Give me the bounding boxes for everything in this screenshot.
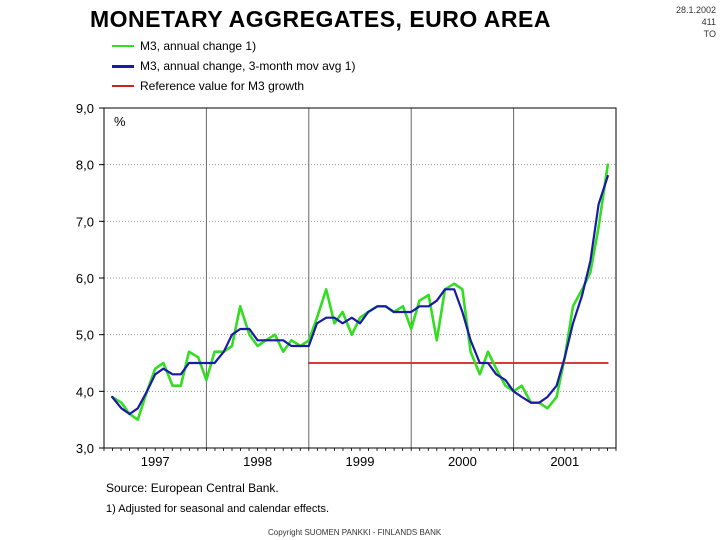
y-tick-label: 9,0 (76, 101, 94, 116)
corner-number: 411 (701, 17, 716, 27)
corner-code: TO (703, 29, 716, 39)
y-tick-label: 8,0 (76, 158, 94, 173)
copyright: Copyright SUOMEN PANKKI - FINLANDS BANK (268, 528, 442, 537)
corner-date: 28.1.2002 (675, 5, 716, 15)
x-tick-label: 2001 (550, 454, 579, 469)
legend-item-m3-mov-avg: M3, annual change, 3-month mov avg 1) (112, 56, 355, 76)
legend-label-m3-mov-avg: M3, annual change, 3-month mov avg 1) (140, 59, 356, 73)
y-tick-label: 7,0 (76, 214, 94, 229)
y-tick-label: 6,0 (76, 271, 94, 286)
plot-frame (103, 107, 617, 449)
footnote: 1) Adjusted for seasonal and calendar ef… (106, 503, 329, 515)
series-line-m3-mov-avg (111, 174, 609, 416)
chart-title: MONETARY AGGREGATES, EURO AREA (90, 6, 551, 32)
series-line-m3 (110, 163, 610, 422)
x-tick-label: 1998 (243, 454, 272, 469)
y-axis-label: % (114, 114, 126, 129)
corner-stamp: 28.1.2002 411 TO (656, 4, 716, 40)
y-tick-label: 3,0 (76, 441, 94, 456)
x-tick-label: 2000 (448, 454, 477, 469)
legend-item-m3: M3, annual change 1) (112, 36, 355, 56)
y-tick-label: 4,0 (76, 384, 94, 399)
source-note: Source: European Central Bank. (106, 481, 279, 495)
x-tick-label: 1999 (346, 454, 375, 469)
legend-swatch-m3 (112, 45, 134, 47)
legend-swatch-reference (112, 85, 134, 87)
legend-label-m3: M3, annual change 1) (140, 39, 257, 53)
legend-label-reference: Reference value for M3 growth (140, 79, 305, 93)
x-tick-label: 1997 (141, 454, 170, 469)
legend: M3, annual change 1) M3, annual change, … (112, 36, 355, 96)
legend-item-reference: Reference value for M3 growth (112, 76, 355, 96)
legend-swatch-m3-mov-avg (112, 64, 134, 68)
y-tick-label: 5,0 (76, 328, 94, 343)
